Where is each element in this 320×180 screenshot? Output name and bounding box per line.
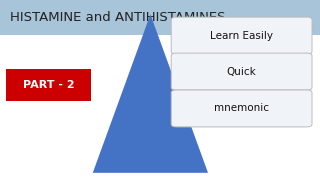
FancyBboxPatch shape (171, 90, 312, 127)
FancyBboxPatch shape (0, 0, 320, 35)
FancyBboxPatch shape (171, 17, 312, 54)
Text: Quick: Quick (227, 67, 256, 76)
Text: Learn Easily: Learn Easily (210, 31, 273, 40)
Text: PART - 2: PART - 2 (23, 80, 75, 90)
Text: mnemonic: mnemonic (214, 103, 269, 113)
FancyBboxPatch shape (6, 69, 91, 101)
FancyBboxPatch shape (171, 53, 312, 90)
Text: HISTAMINE and ANTIHISTAMINES: HISTAMINE and ANTIHISTAMINES (10, 11, 225, 24)
Polygon shape (93, 14, 208, 173)
